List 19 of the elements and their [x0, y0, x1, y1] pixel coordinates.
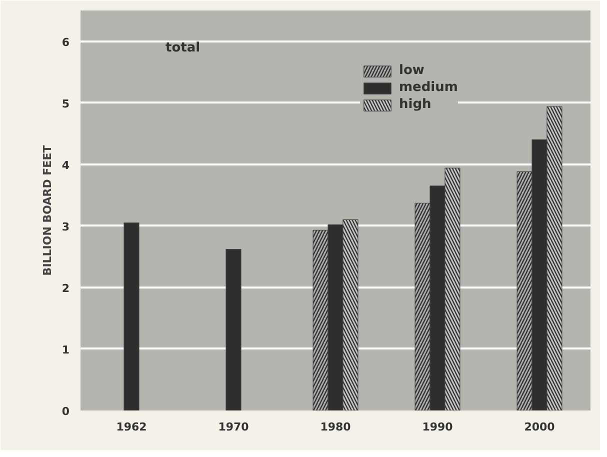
x-tick-label: 1980 — [320, 420, 352, 434]
legend-label: low — [399, 63, 424, 78]
annotation: total — [166, 40, 200, 56]
legend-label: high — [399, 97, 432, 112]
bar — [124, 222, 140, 410]
x-tick-label: 1970 — [218, 420, 250, 434]
y-tick-label: 3 — [62, 220, 70, 234]
bar — [226, 248, 242, 410]
y-tick-label: 6 — [62, 36, 70, 49]
legend-label: medium — [399, 80, 458, 95]
y-tick-label: 2 — [62, 282, 70, 295]
x-tick-label: 2000 — [524, 420, 556, 434]
y-tick-label: 4 — [62, 158, 70, 172]
x-tick-label: 1990 — [422, 420, 454, 434]
y-tick-label: 0 — [62, 405, 70, 418]
y-axis-title: BILLION BOARD FEET — [40, 144, 54, 276]
y-tick-label: 5 — [62, 97, 70, 110]
x-tick-label: 1962 — [116, 420, 147, 434]
y-tick-label: 1 — [62, 343, 70, 356]
